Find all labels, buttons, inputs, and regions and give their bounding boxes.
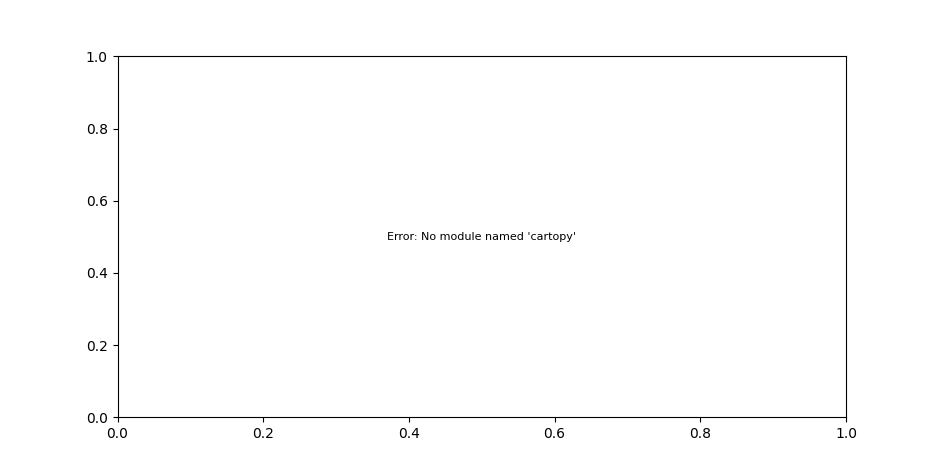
Text: Error: No module named 'cartopy': Error: No module named 'cartopy' — [387, 232, 576, 242]
